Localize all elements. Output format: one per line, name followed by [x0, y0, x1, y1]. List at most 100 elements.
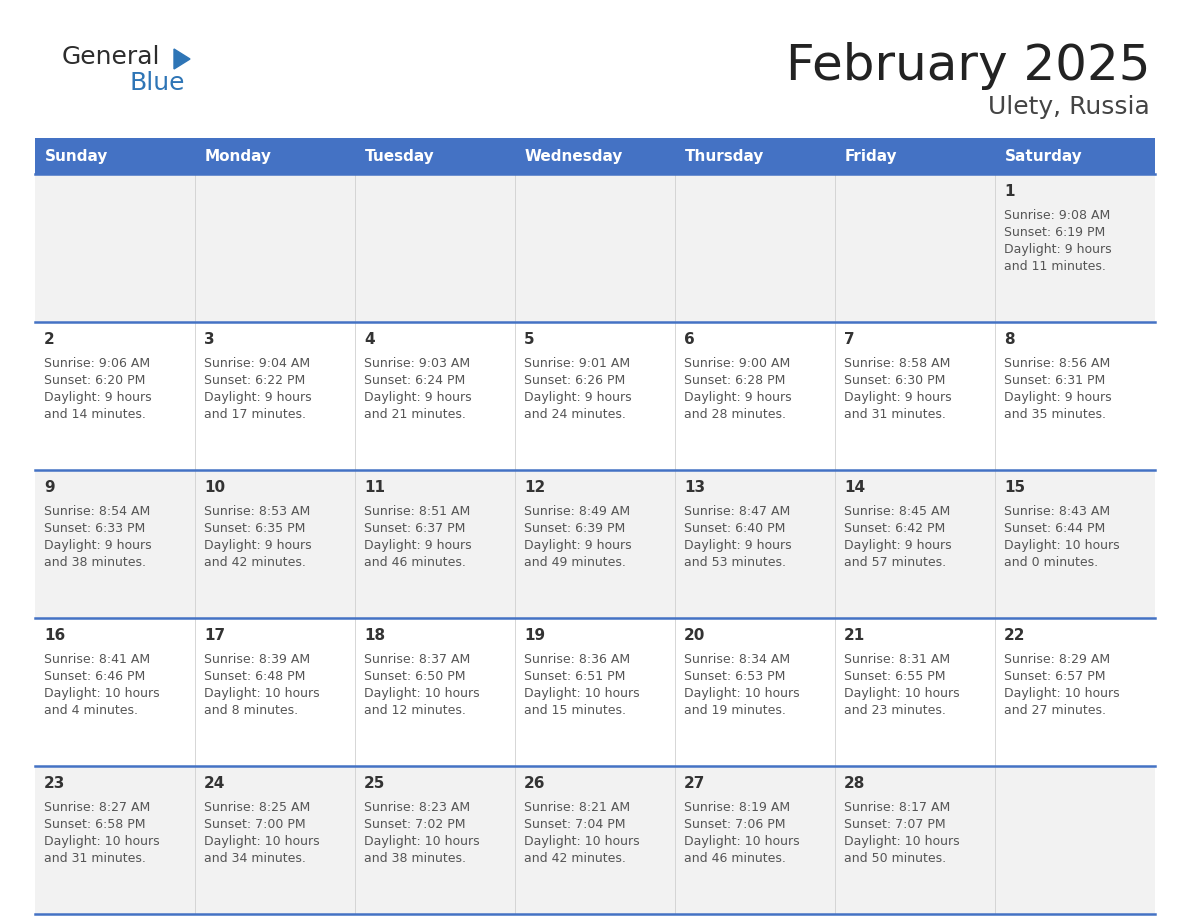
Text: Sunrise: 9:03 AM: Sunrise: 9:03 AM — [364, 357, 470, 370]
Text: Sunrise: 9:00 AM: Sunrise: 9:00 AM — [684, 357, 790, 370]
Text: Sunset: 6:53 PM: Sunset: 6:53 PM — [684, 670, 785, 683]
Text: Sunrise: 8:36 AM: Sunrise: 8:36 AM — [524, 653, 630, 666]
Text: and 53 minutes.: and 53 minutes. — [684, 556, 786, 569]
Text: and 31 minutes.: and 31 minutes. — [843, 408, 946, 421]
Bar — [835, 138, 996, 174]
Text: 26: 26 — [524, 776, 545, 791]
Text: and 35 minutes.: and 35 minutes. — [1004, 408, 1106, 421]
Text: Daylight: 9 hours: Daylight: 9 hours — [204, 391, 311, 404]
Text: and 34 minutes.: and 34 minutes. — [204, 852, 305, 865]
Text: Daylight: 10 hours: Daylight: 10 hours — [843, 687, 960, 700]
Text: 12: 12 — [524, 480, 545, 495]
Text: and 4 minutes.: and 4 minutes. — [44, 704, 138, 717]
Bar — [34, 322, 1155, 470]
Bar — [195, 138, 355, 174]
Text: Sunset: 6:46 PM: Sunset: 6:46 PM — [44, 670, 145, 683]
Text: Wednesday: Wednesday — [525, 149, 624, 163]
Text: Sunrise: 8:25 AM: Sunrise: 8:25 AM — [204, 801, 310, 814]
Text: and 27 minutes.: and 27 minutes. — [1004, 704, 1106, 717]
Text: Daylight: 10 hours: Daylight: 10 hours — [524, 687, 639, 700]
Text: Sunrise: 9:08 AM: Sunrise: 9:08 AM — [1004, 209, 1111, 222]
Text: Sunset: 6:28 PM: Sunset: 6:28 PM — [684, 374, 785, 387]
Text: and 46 minutes.: and 46 minutes. — [364, 556, 466, 569]
Text: Sunrise: 8:45 AM: Sunrise: 8:45 AM — [843, 505, 950, 518]
Text: 22: 22 — [1004, 628, 1025, 643]
Bar — [34, 618, 1155, 766]
Bar — [996, 138, 1155, 174]
Text: Daylight: 9 hours: Daylight: 9 hours — [684, 539, 791, 552]
Text: Sunset: 6:33 PM: Sunset: 6:33 PM — [44, 522, 145, 535]
Text: Sunset: 6:37 PM: Sunset: 6:37 PM — [364, 522, 466, 535]
Text: Daylight: 10 hours: Daylight: 10 hours — [364, 687, 480, 700]
Text: Daylight: 9 hours: Daylight: 9 hours — [204, 539, 311, 552]
Text: Daylight: 9 hours: Daylight: 9 hours — [684, 391, 791, 404]
Text: 3: 3 — [204, 332, 215, 347]
Text: Daylight: 9 hours: Daylight: 9 hours — [364, 391, 472, 404]
Bar — [34, 174, 1155, 322]
Text: Daylight: 9 hours: Daylight: 9 hours — [364, 539, 472, 552]
Text: 5: 5 — [524, 332, 535, 347]
Text: Sunset: 6:35 PM: Sunset: 6:35 PM — [204, 522, 305, 535]
Text: and 31 minutes.: and 31 minutes. — [44, 852, 146, 865]
Text: Sunrise: 8:51 AM: Sunrise: 8:51 AM — [364, 505, 470, 518]
Text: 17: 17 — [204, 628, 225, 643]
Text: and 19 minutes.: and 19 minutes. — [684, 704, 786, 717]
Text: Sunrise: 8:21 AM: Sunrise: 8:21 AM — [524, 801, 630, 814]
Text: Daylight: 9 hours: Daylight: 9 hours — [44, 539, 152, 552]
Text: 25: 25 — [364, 776, 385, 791]
Text: 6: 6 — [684, 332, 695, 347]
Text: Daylight: 9 hours: Daylight: 9 hours — [843, 539, 952, 552]
Text: Daylight: 10 hours: Daylight: 10 hours — [524, 835, 639, 848]
Text: 27: 27 — [684, 776, 706, 791]
Text: and 8 minutes.: and 8 minutes. — [204, 704, 298, 717]
Text: and 24 minutes.: and 24 minutes. — [524, 408, 626, 421]
Bar — [355, 138, 516, 174]
Bar — [34, 470, 1155, 618]
Text: Sunset: 7:07 PM: Sunset: 7:07 PM — [843, 818, 946, 831]
Text: Sunset: 7:02 PM: Sunset: 7:02 PM — [364, 818, 466, 831]
Text: and 23 minutes.: and 23 minutes. — [843, 704, 946, 717]
Text: Daylight: 9 hours: Daylight: 9 hours — [843, 391, 952, 404]
Text: 2: 2 — [44, 332, 55, 347]
Text: General: General — [62, 45, 160, 69]
Bar — [34, 138, 195, 174]
Polygon shape — [173, 49, 190, 69]
Text: 7: 7 — [843, 332, 854, 347]
Text: Monday: Monday — [206, 149, 272, 163]
Text: Daylight: 10 hours: Daylight: 10 hours — [684, 835, 800, 848]
Text: 8: 8 — [1004, 332, 1015, 347]
Text: Sunset: 7:04 PM: Sunset: 7:04 PM — [524, 818, 626, 831]
Text: Thursday: Thursday — [685, 149, 764, 163]
Text: and 12 minutes.: and 12 minutes. — [364, 704, 466, 717]
Text: and 42 minutes.: and 42 minutes. — [524, 852, 626, 865]
Text: 11: 11 — [364, 480, 385, 495]
Text: 23: 23 — [44, 776, 65, 791]
Text: Sunset: 6:30 PM: Sunset: 6:30 PM — [843, 374, 946, 387]
Text: and 21 minutes.: and 21 minutes. — [364, 408, 466, 421]
Text: Sunrise: 8:34 AM: Sunrise: 8:34 AM — [684, 653, 790, 666]
Text: Sunset: 6:57 PM: Sunset: 6:57 PM — [1004, 670, 1106, 683]
Text: 28: 28 — [843, 776, 865, 791]
Text: Daylight: 10 hours: Daylight: 10 hours — [1004, 539, 1119, 552]
Text: Daylight: 10 hours: Daylight: 10 hours — [44, 835, 159, 848]
Text: 15: 15 — [1004, 480, 1025, 495]
Text: Sunrise: 8:17 AM: Sunrise: 8:17 AM — [843, 801, 950, 814]
Bar — [516, 138, 675, 174]
Text: and 14 minutes.: and 14 minutes. — [44, 408, 146, 421]
Text: Sunrise: 8:49 AM: Sunrise: 8:49 AM — [524, 505, 630, 518]
Text: Daylight: 9 hours: Daylight: 9 hours — [524, 539, 632, 552]
Text: Daylight: 9 hours: Daylight: 9 hours — [1004, 391, 1112, 404]
Text: Sunset: 6:40 PM: Sunset: 6:40 PM — [684, 522, 785, 535]
Text: 1: 1 — [1004, 184, 1015, 199]
Text: Sunrise: 8:37 AM: Sunrise: 8:37 AM — [364, 653, 470, 666]
Text: 24: 24 — [204, 776, 226, 791]
Text: Sunset: 6:48 PM: Sunset: 6:48 PM — [204, 670, 305, 683]
Text: Sunrise: 8:53 AM: Sunrise: 8:53 AM — [204, 505, 310, 518]
Text: 13: 13 — [684, 480, 706, 495]
Text: and 49 minutes.: and 49 minutes. — [524, 556, 626, 569]
Text: Ulety, Russia: Ulety, Russia — [988, 95, 1150, 119]
Text: 10: 10 — [204, 480, 225, 495]
Text: and 0 minutes.: and 0 minutes. — [1004, 556, 1098, 569]
Text: and 46 minutes.: and 46 minutes. — [684, 852, 786, 865]
Text: and 28 minutes.: and 28 minutes. — [684, 408, 786, 421]
